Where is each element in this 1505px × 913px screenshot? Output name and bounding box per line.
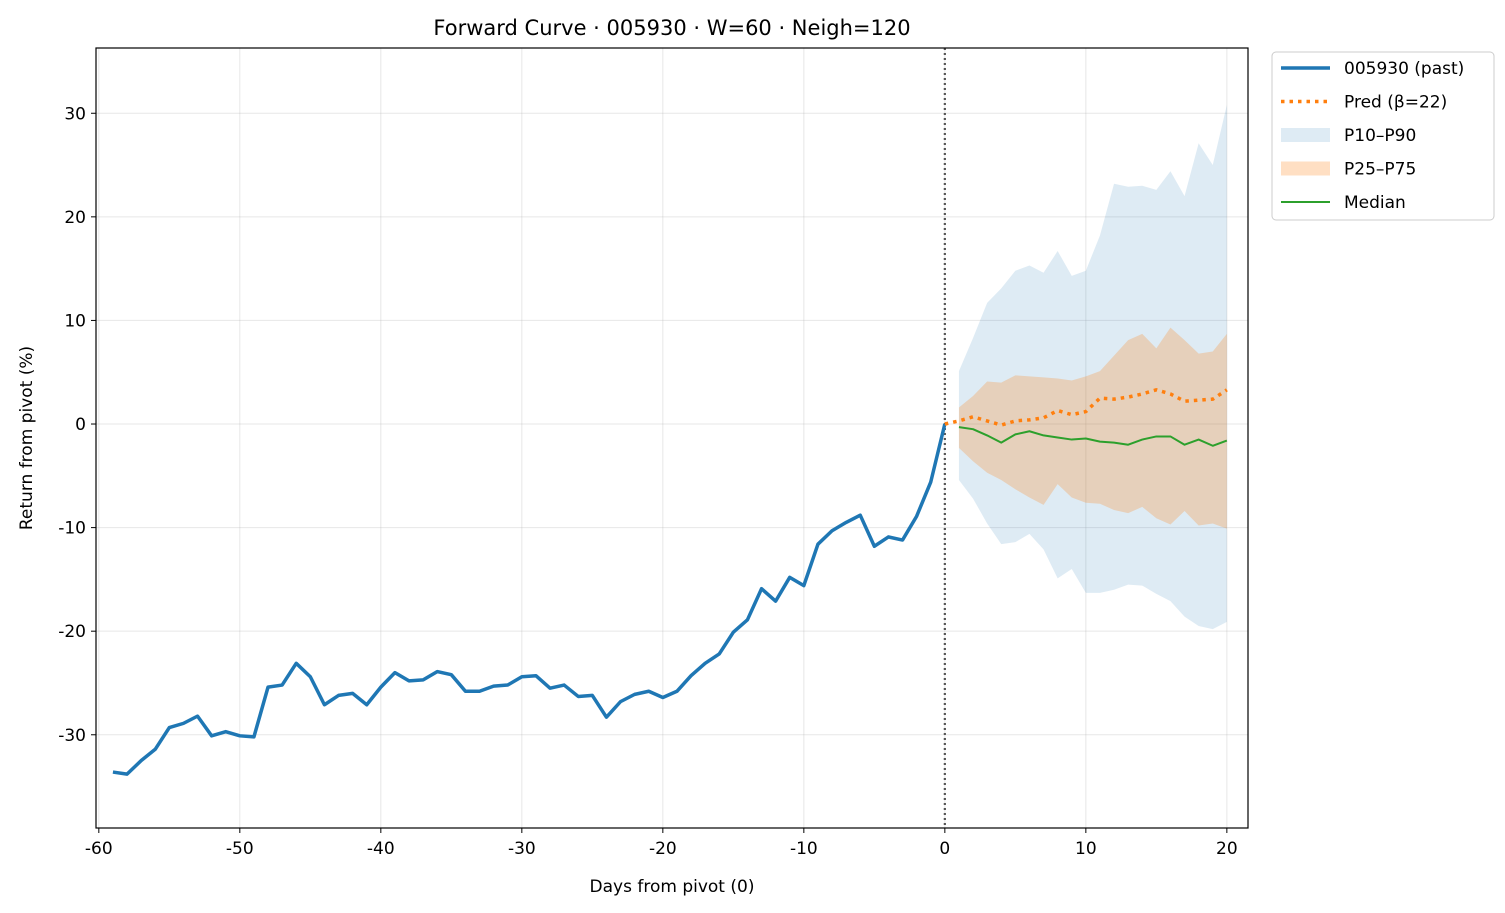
legend-box	[1271, 51, 1495, 221]
legend-label: Median	[1344, 193, 1406, 213]
series-line-median	[958, 426, 1228, 447]
x-tick-label: -50	[226, 839, 254, 859]
bands	[958, 104, 1227, 630]
band-p25-p75	[958, 327, 1227, 529]
legend: 005930 (past) Pred (β=22) P10–P90 P25–P75 Me…	[1271, 51, 1495, 221]
series-line-pred-22-	[944, 388, 1228, 427]
y-tick-label: 0	[75, 415, 86, 435]
x-tick-label: 20	[1216, 839, 1238, 859]
x-tick-label: -20	[649, 839, 677, 859]
series-line-005930-past-	[112, 423, 947, 776]
ticks: -60 -50 -40 -30 -20 -10 0 10 20 -30 -20 -10 0 10 20 30	[58, 104, 1237, 859]
legend-label: P10–P90	[1344, 126, 1416, 146]
y-tick-label: 20	[64, 208, 86, 228]
legend-swatch	[1281, 161, 1330, 176]
y-tick-label: 30	[64, 104, 86, 124]
x-tick-label: 0	[939, 839, 950, 859]
series-lines	[112, 48, 1228, 828]
legend-label: 005930 (past)	[1344, 59, 1464, 79]
x-tick-label: -30	[508, 839, 536, 859]
y-axis-label: Return from pivot (%)	[17, 346, 37, 530]
x-tick-label: 10	[1075, 839, 1097, 859]
x-tick-label: -60	[85, 839, 113, 859]
x-axis-label: Days from pivot (0)	[590, 877, 755, 897]
legend-label: Pred (β=22)	[1344, 93, 1447, 113]
legend-swatch	[1281, 128, 1330, 142]
plot-frame	[95, 47, 1249, 829]
band-p10-p90	[958, 104, 1227, 630]
x-tick-label: -10	[790, 839, 818, 859]
grid	[96, 48, 1248, 828]
chart-title: Forward Curve · 005930 · W=60 · Neigh=12…	[433, 16, 910, 40]
y-tick-label: -30	[58, 726, 86, 746]
y-tick-label: -10	[58, 519, 86, 539]
x-tick-label: -40	[367, 839, 395, 859]
y-tick-label: 10	[64, 311, 86, 331]
legend-label: P25–P75	[1344, 160, 1416, 180]
y-tick-label: -20	[58, 622, 86, 642]
